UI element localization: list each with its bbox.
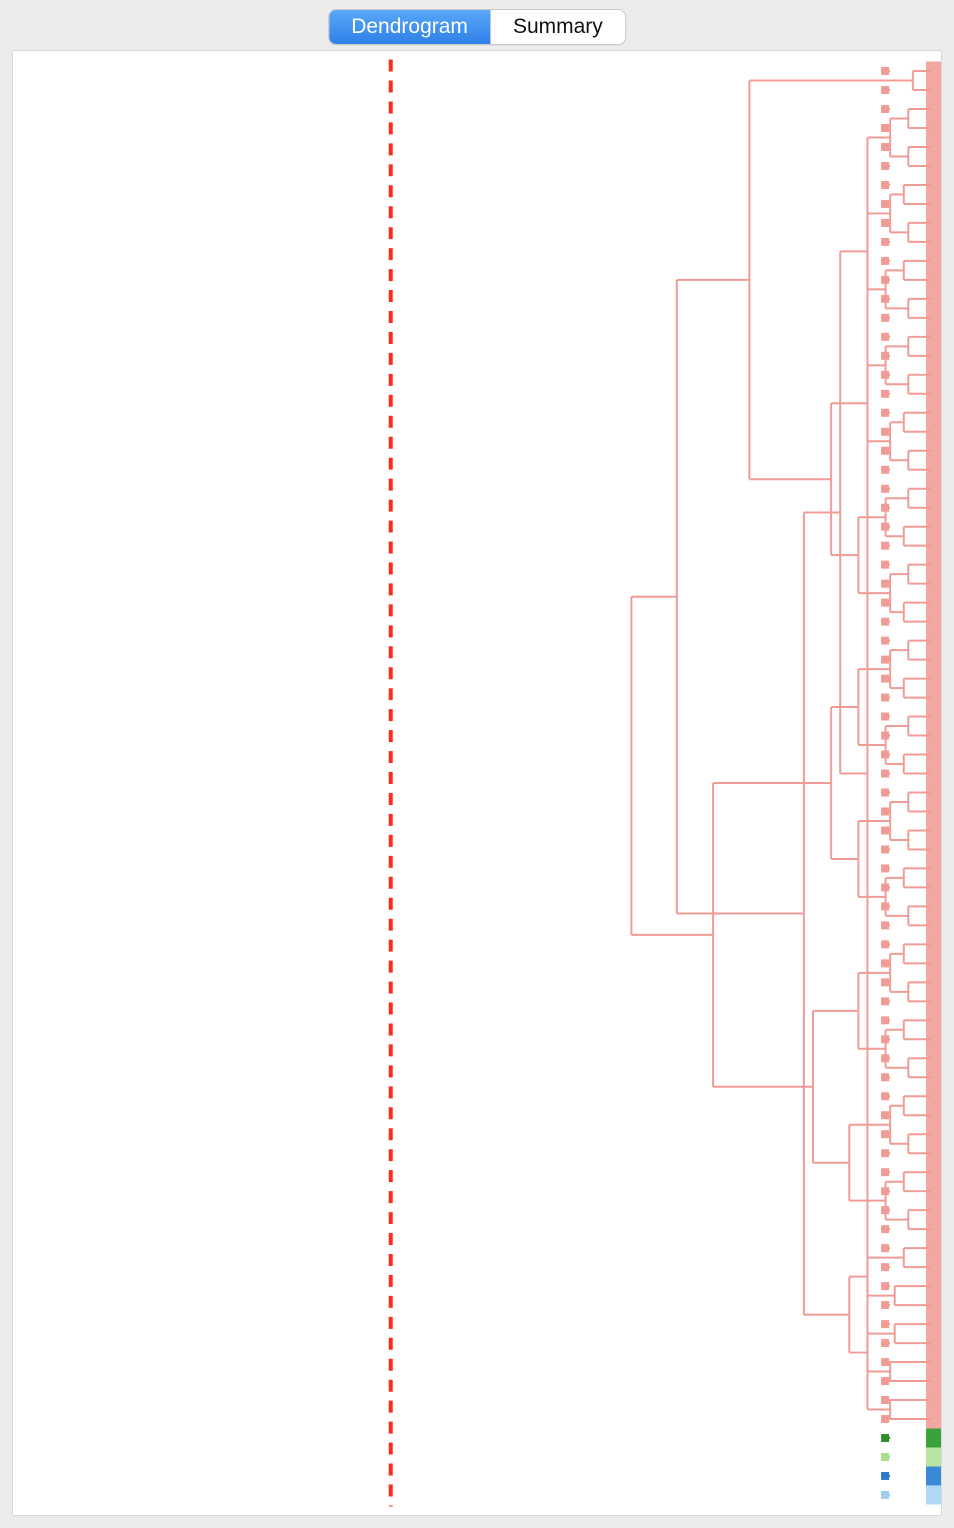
tab-dendrogram[interactable]: Dendrogram [329, 10, 490, 44]
dendrogram-plot [13, 51, 941, 1515]
tab-bar: Dendrogram Summary [328, 9, 626, 45]
tab-summary[interactable]: Summary [491, 10, 625, 44]
dendrogram-panel [12, 50, 942, 1516]
app-frame: Dendrogram Summary [0, 0, 954, 1528]
